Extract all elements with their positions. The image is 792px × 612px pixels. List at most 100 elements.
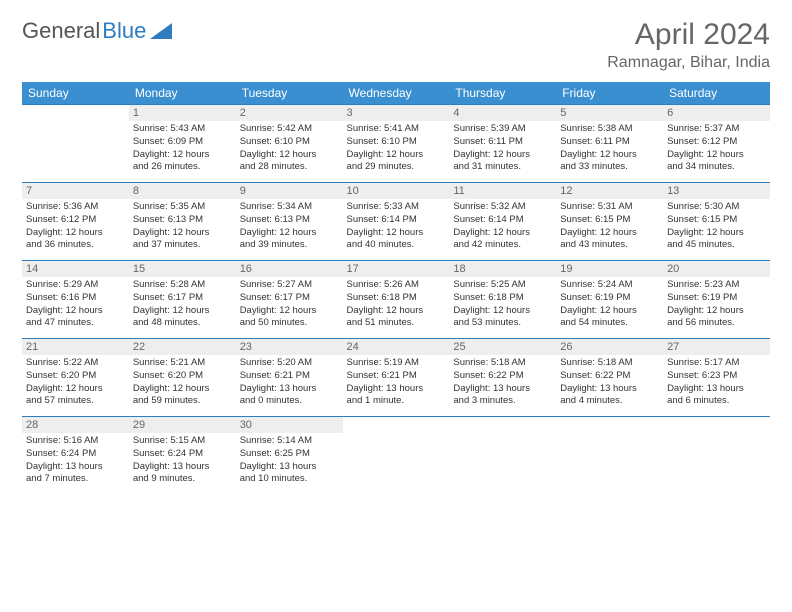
day-number: 27 (663, 339, 770, 355)
day-number: 28 (22, 417, 129, 433)
empty-cell (663, 417, 770, 495)
day-number: 13 (663, 183, 770, 199)
month-title: April 2024 (607, 18, 770, 52)
week-row: 21Sunrise: 5:22 AMSunset: 6:20 PMDayligh… (22, 339, 770, 417)
day-details: Sunrise: 5:30 AMSunset: 6:15 PMDaylight:… (663, 199, 770, 254)
day-details: Sunrise: 5:31 AMSunset: 6:15 PMDaylight:… (556, 199, 663, 254)
day-header: Friday (556, 82, 663, 105)
day-cell: 1Sunrise: 5:43 AMSunset: 6:09 PMDaylight… (129, 105, 236, 183)
header: GeneralBlue April 2024 Ramnagar, Bihar, … (22, 18, 770, 72)
day-details: Sunrise: 5:32 AMSunset: 6:14 PMDaylight:… (449, 199, 556, 254)
day-number: 20 (663, 261, 770, 277)
day-cell: 22Sunrise: 5:21 AMSunset: 6:20 PMDayligh… (129, 339, 236, 417)
day-cell: 24Sunrise: 5:19 AMSunset: 6:21 PMDayligh… (343, 339, 450, 417)
day-cell: 6Sunrise: 5:37 AMSunset: 6:12 PMDaylight… (663, 105, 770, 183)
day-number: 4 (449, 105, 556, 121)
day-number: 8 (129, 183, 236, 199)
day-number: 24 (343, 339, 450, 355)
day-cell: 17Sunrise: 5:26 AMSunset: 6:18 PMDayligh… (343, 261, 450, 339)
day-cell: 19Sunrise: 5:24 AMSunset: 6:19 PMDayligh… (556, 261, 663, 339)
day-details: Sunrise: 5:28 AMSunset: 6:17 PMDaylight:… (129, 277, 236, 332)
day-details: Sunrise: 5:26 AMSunset: 6:18 PMDaylight:… (343, 277, 450, 332)
day-number: 14 (22, 261, 129, 277)
day-header: Monday (129, 82, 236, 105)
day-header-row: SundayMondayTuesdayWednesdayThursdayFrid… (22, 82, 770, 105)
day-details: Sunrise: 5:25 AMSunset: 6:18 PMDaylight:… (449, 277, 556, 332)
empty-cell (22, 105, 129, 183)
day-details: Sunrise: 5:18 AMSunset: 6:22 PMDaylight:… (449, 355, 556, 410)
day-details: Sunrise: 5:22 AMSunset: 6:20 PMDaylight:… (22, 355, 129, 410)
day-cell: 15Sunrise: 5:28 AMSunset: 6:17 PMDayligh… (129, 261, 236, 339)
day-number: 23 (236, 339, 343, 355)
day-number: 17 (343, 261, 450, 277)
day-details: Sunrise: 5:23 AMSunset: 6:19 PMDaylight:… (663, 277, 770, 332)
day-header: Thursday (449, 82, 556, 105)
day-details: Sunrise: 5:29 AMSunset: 6:16 PMDaylight:… (22, 277, 129, 332)
day-details: Sunrise: 5:24 AMSunset: 6:19 PMDaylight:… (556, 277, 663, 332)
day-cell: 14Sunrise: 5:29 AMSunset: 6:16 PMDayligh… (22, 261, 129, 339)
day-details: Sunrise: 5:20 AMSunset: 6:21 PMDaylight:… (236, 355, 343, 410)
week-row: 7Sunrise: 5:36 AMSunset: 6:12 PMDaylight… (22, 183, 770, 261)
day-details: Sunrise: 5:14 AMSunset: 6:25 PMDaylight:… (236, 433, 343, 488)
day-cell: 18Sunrise: 5:25 AMSunset: 6:18 PMDayligh… (449, 261, 556, 339)
day-header: Saturday (663, 82, 770, 105)
day-number: 15 (129, 261, 236, 277)
day-cell: 29Sunrise: 5:15 AMSunset: 6:24 PMDayligh… (129, 417, 236, 495)
day-cell: 9Sunrise: 5:34 AMSunset: 6:13 PMDaylight… (236, 183, 343, 261)
day-cell: 8Sunrise: 5:35 AMSunset: 6:13 PMDaylight… (129, 183, 236, 261)
day-details: Sunrise: 5:27 AMSunset: 6:17 PMDaylight:… (236, 277, 343, 332)
day-details: Sunrise: 5:42 AMSunset: 6:10 PMDaylight:… (236, 121, 343, 176)
day-number: 30 (236, 417, 343, 433)
empty-cell (343, 417, 450, 495)
day-details: Sunrise: 5:36 AMSunset: 6:12 PMDaylight:… (22, 199, 129, 254)
day-cell: 30Sunrise: 5:14 AMSunset: 6:25 PMDayligh… (236, 417, 343, 495)
empty-cell (556, 417, 663, 495)
day-cell: 21Sunrise: 5:22 AMSunset: 6:20 PMDayligh… (22, 339, 129, 417)
day-number: 2 (236, 105, 343, 121)
day-number: 18 (449, 261, 556, 277)
title-block: April 2024 Ramnagar, Bihar, India (607, 18, 770, 72)
day-number: 19 (556, 261, 663, 277)
day-number: 1 (129, 105, 236, 121)
day-number: 5 (556, 105, 663, 121)
day-header: Tuesday (236, 82, 343, 105)
day-number: 22 (129, 339, 236, 355)
day-cell: 20Sunrise: 5:23 AMSunset: 6:19 PMDayligh… (663, 261, 770, 339)
logo-triangle-icon (150, 23, 172, 39)
day-number: 16 (236, 261, 343, 277)
day-cell: 27Sunrise: 5:17 AMSunset: 6:23 PMDayligh… (663, 339, 770, 417)
day-number: 21 (22, 339, 129, 355)
day-number: 3 (343, 105, 450, 121)
day-number: 9 (236, 183, 343, 199)
day-details: Sunrise: 5:35 AMSunset: 6:13 PMDaylight:… (129, 199, 236, 254)
day-cell: 7Sunrise: 5:36 AMSunset: 6:12 PMDaylight… (22, 183, 129, 261)
day-details: Sunrise: 5:34 AMSunset: 6:13 PMDaylight:… (236, 199, 343, 254)
week-row: 28Sunrise: 5:16 AMSunset: 6:24 PMDayligh… (22, 417, 770, 495)
calendar-table: SundayMondayTuesdayWednesdayThursdayFrid… (22, 82, 770, 495)
day-cell: 4Sunrise: 5:39 AMSunset: 6:11 PMDaylight… (449, 105, 556, 183)
day-details: Sunrise: 5:37 AMSunset: 6:12 PMDaylight:… (663, 121, 770, 176)
day-number: 12 (556, 183, 663, 199)
day-cell: 5Sunrise: 5:38 AMSunset: 6:11 PMDaylight… (556, 105, 663, 183)
day-number: 7 (22, 183, 129, 199)
day-details: Sunrise: 5:21 AMSunset: 6:20 PMDaylight:… (129, 355, 236, 410)
day-cell: 28Sunrise: 5:16 AMSunset: 6:24 PMDayligh… (22, 417, 129, 495)
day-details: Sunrise: 5:16 AMSunset: 6:24 PMDaylight:… (22, 433, 129, 488)
day-header: Sunday (22, 82, 129, 105)
day-details: Sunrise: 5:39 AMSunset: 6:11 PMDaylight:… (449, 121, 556, 176)
logo-text-2: Blue (102, 18, 146, 44)
day-cell: 23Sunrise: 5:20 AMSunset: 6:21 PMDayligh… (236, 339, 343, 417)
day-cell: 16Sunrise: 5:27 AMSunset: 6:17 PMDayligh… (236, 261, 343, 339)
day-number: 11 (449, 183, 556, 199)
day-number: 6 (663, 105, 770, 121)
week-row: 14Sunrise: 5:29 AMSunset: 6:16 PMDayligh… (22, 261, 770, 339)
day-number: 10 (343, 183, 450, 199)
location: Ramnagar, Bihar, India (607, 54, 770, 72)
day-cell: 2Sunrise: 5:42 AMSunset: 6:10 PMDaylight… (236, 105, 343, 183)
day-details: Sunrise: 5:38 AMSunset: 6:11 PMDaylight:… (556, 121, 663, 176)
day-details: Sunrise: 5:15 AMSunset: 6:24 PMDaylight:… (129, 433, 236, 488)
day-details: Sunrise: 5:19 AMSunset: 6:21 PMDaylight:… (343, 355, 450, 410)
day-number: 29 (129, 417, 236, 433)
day-header: Wednesday (343, 82, 450, 105)
logo: GeneralBlue (22, 18, 172, 44)
